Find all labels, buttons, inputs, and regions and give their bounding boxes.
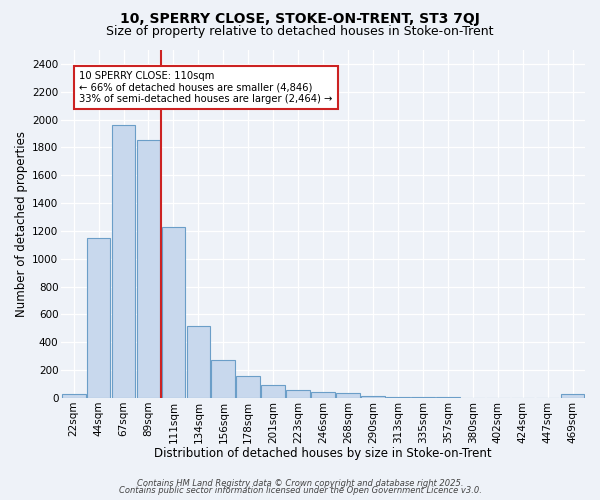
Bar <box>137 140 160 398</box>
Bar <box>87 238 110 398</box>
Text: 10, SPERRY CLOSE, STOKE-ON-TRENT, ST3 7QJ: 10, SPERRY CLOSE, STOKE-ON-TRENT, ST3 7Q… <box>120 12 480 26</box>
Bar <box>411 397 435 398</box>
Bar <box>236 376 260 398</box>
X-axis label: Distribution of detached houses by size in Stoke-on-Trent: Distribution of detached houses by size … <box>154 447 492 460</box>
Bar <box>361 396 385 398</box>
Bar <box>286 390 310 398</box>
Bar <box>62 394 86 398</box>
Bar <box>336 393 360 398</box>
Bar <box>211 360 235 398</box>
Text: 10 SPERRY CLOSE: 110sqm
← 66% of detached houses are smaller (4,846)
33% of semi: 10 SPERRY CLOSE: 110sqm ← 66% of detache… <box>79 71 332 104</box>
Bar <box>262 386 285 398</box>
Text: Contains HM Land Registry data © Crown copyright and database right 2025.: Contains HM Land Registry data © Crown c… <box>137 478 463 488</box>
Text: Contains public sector information licensed under the Open Government Licence v3: Contains public sector information licen… <box>119 486 481 495</box>
Bar <box>560 394 584 398</box>
Bar <box>112 125 136 398</box>
Bar <box>311 392 335 398</box>
Y-axis label: Number of detached properties: Number of detached properties <box>15 131 28 317</box>
Bar <box>161 226 185 398</box>
Text: Size of property relative to detached houses in Stoke-on-Trent: Size of property relative to detached ho… <box>106 25 494 38</box>
Bar <box>386 397 410 398</box>
Bar <box>187 326 210 398</box>
